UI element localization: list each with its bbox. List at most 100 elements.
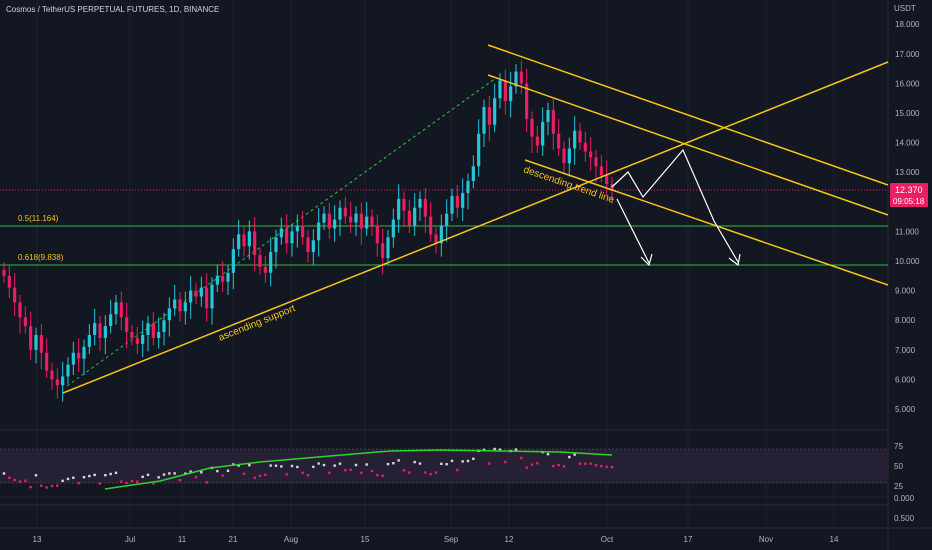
candle-down[interactable] — [130, 332, 134, 338]
candle-up[interactable] — [365, 216, 369, 229]
candle-down[interactable] — [258, 255, 262, 267]
candle-down[interactable] — [50, 370, 54, 380]
candle-up[interactable] — [311, 240, 315, 253]
candle-down[interactable] — [599, 166, 603, 176]
candle-up[interactable] — [386, 237, 390, 259]
candle-down[interactable] — [98, 323, 102, 338]
candle-down[interactable] — [13, 287, 17, 303]
candle-down[interactable] — [610, 184, 614, 191]
ascending-support-line[interactable] — [62, 61, 889, 394]
candle-up[interactable] — [215, 275, 219, 285]
candle-down[interactable] — [375, 225, 379, 244]
candle-up[interactable] — [237, 234, 241, 250]
candle-up[interactable] — [210, 284, 214, 309]
candle-up[interactable] — [391, 219, 395, 238]
candle-down[interactable] — [263, 266, 267, 273]
candle-down[interactable] — [2, 269, 6, 276]
candle-down[interactable] — [349, 216, 353, 223]
candle-up[interactable] — [226, 272, 230, 282]
candle-down[interactable] — [525, 83, 529, 119]
candle-up[interactable] — [317, 222, 321, 241]
candle-down[interactable] — [194, 290, 198, 297]
candle-up[interactable] — [295, 225, 299, 232]
candle-up[interactable] — [498, 80, 502, 99]
candle-down[interactable] — [589, 151, 593, 158]
candle-down[interactable] — [578, 130, 582, 143]
candle-up[interactable] — [466, 181, 470, 193]
channel-middle-line[interactable] — [487, 74, 889, 216]
candle-up[interactable] — [397, 198, 401, 220]
candle-up[interactable] — [189, 290, 193, 303]
candle-up[interactable] — [231, 249, 235, 273]
candle-down[interactable] — [487, 107, 491, 125]
candle-up[interactable] — [146, 323, 150, 335]
candle-down[interactable] — [23, 317, 27, 327]
descending-trend-line[interactable] — [524, 159, 889, 286]
candle-up[interactable] — [87, 335, 91, 347]
projection-path-main[interactable] — [611, 148, 739, 263]
channel-upper-line[interactable] — [487, 44, 889, 186]
candle-up[interactable] — [157, 332, 161, 338]
candle-down[interactable] — [178, 299, 182, 312]
candle-up[interactable] — [61, 376, 65, 386]
candle-up[interactable] — [461, 192, 465, 208]
candle-down[interactable] — [45, 352, 49, 371]
candle-up[interactable] — [439, 225, 443, 244]
candle-down[interactable] — [55, 379, 59, 386]
candle-down[interactable] — [18, 302, 22, 318]
candle-up[interactable] — [482, 107, 486, 134]
candle-up[interactable] — [445, 213, 449, 226]
candle-down[interactable] — [535, 136, 539, 146]
candle-down[interactable] — [221, 275, 225, 282]
candle-up[interactable] — [183, 302, 187, 312]
candle-up[interactable] — [413, 207, 417, 226]
candle-down[interactable] — [381, 243, 385, 259]
candle-up[interactable] — [290, 231, 294, 244]
candle-down[interactable] — [562, 148, 566, 164]
candle-up[interactable] — [477, 133, 481, 167]
candle-down[interactable] — [402, 198, 406, 211]
candle-down[interactable] — [77, 352, 81, 359]
candle-up[interactable] — [450, 195, 454, 214]
candle-up[interactable] — [173, 299, 177, 309]
candle-up[interactable] — [162, 320, 166, 333]
candle-down[interactable] — [327, 213, 331, 229]
candle-down[interactable] — [119, 302, 123, 318]
candle-up[interactable] — [34, 335, 38, 350]
candle-down[interactable] — [359, 213, 363, 229]
candle-down[interactable] — [135, 337, 139, 344]
candle-up[interactable] — [167, 308, 171, 321]
candle-up[interactable] — [114, 302, 118, 315]
candle-down[interactable] — [519, 71, 523, 84]
candle-down[interactable] — [557, 133, 561, 149]
candle-up[interactable] — [247, 231, 251, 247]
candle-up[interactable] — [493, 98, 497, 125]
candle-down[interactable] — [407, 210, 411, 226]
candle-down[interactable] — [151, 323, 155, 338]
candle-up[interactable] — [514, 71, 518, 87]
candle-down[interactable] — [455, 195, 459, 208]
candle-up[interactable] — [546, 110, 550, 122]
candle-up[interactable] — [354, 213, 358, 223]
candle-down[interactable] — [242, 234, 246, 247]
candle-down[interactable] — [343, 207, 347, 217]
candle-up[interactable] — [471, 166, 475, 182]
candle-up[interactable] — [509, 86, 513, 102]
candle-down[interactable] — [503, 80, 507, 102]
candle-down[interactable] — [125, 317, 129, 333]
candle-up[interactable] — [541, 121, 545, 146]
candle-down[interactable] — [39, 335, 43, 353]
candle-down[interactable] — [7, 275, 11, 288]
candle-down[interactable] — [301, 225, 305, 238]
candle-down[interactable] — [605, 175, 609, 185]
candle-down[interactable] — [530, 118, 534, 137]
candle-up[interactable] — [322, 213, 326, 223]
candle-down[interactable] — [429, 216, 433, 235]
candle-up[interactable] — [567, 148, 571, 164]
candle-up[interactable] — [338, 207, 342, 220]
candle-down[interactable] — [285, 228, 289, 244]
candle-down[interactable] — [594, 157, 598, 167]
candle-up[interactable] — [274, 237, 278, 253]
candle-up[interactable] — [269, 252, 273, 273]
